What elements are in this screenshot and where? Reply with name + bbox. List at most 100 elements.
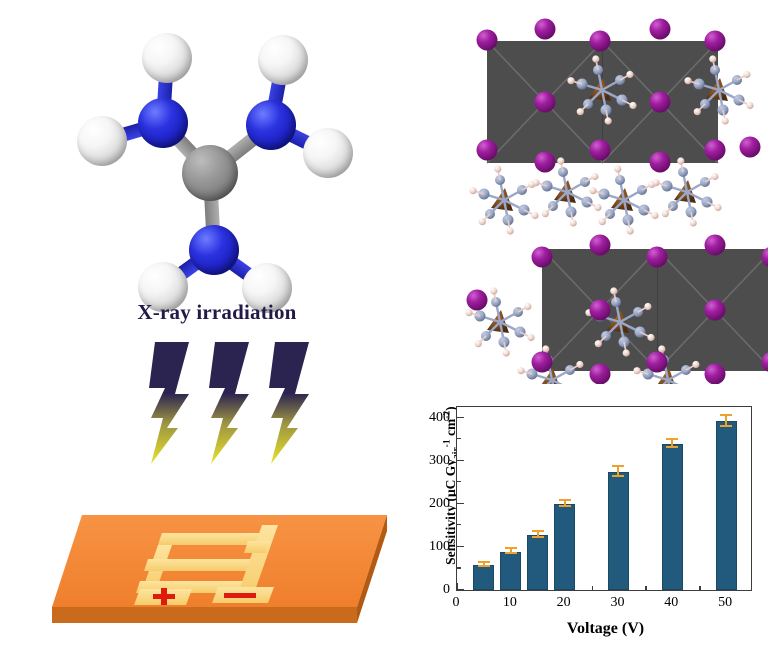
iodide-ion-20 xyxy=(704,299,726,321)
error-cap-30v-high xyxy=(612,464,625,467)
iodide-ion-9 xyxy=(534,151,556,173)
error-bar-40v xyxy=(671,440,674,449)
iodide-ion-26 xyxy=(466,289,488,311)
xray-bolt-3 xyxy=(265,342,313,464)
guanidinium-cation-2 xyxy=(684,55,754,125)
sensitivity-vs-voltage-chart: Sensitivity (μC Gyair-1 cm-2) Voltage (V… xyxy=(418,398,763,646)
guanidinium-cation-3 xyxy=(469,165,539,235)
cation-layer xyxy=(465,55,754,415)
x-tick-label: 10 xyxy=(502,595,517,610)
atom-c-c1 xyxy=(182,145,238,201)
x-minor-tick xyxy=(699,586,701,590)
error-bar-30v xyxy=(617,466,620,478)
iodide-ion-16 xyxy=(646,246,668,268)
bar-40v xyxy=(661,444,683,590)
iodide-ion-21 xyxy=(531,351,553,373)
x-tick-label: 20 xyxy=(556,595,571,610)
iodide-ion-7 xyxy=(649,91,671,113)
guanidinium-cation-4 xyxy=(532,157,602,227)
y-minor-tick xyxy=(457,524,461,526)
y-tick-label: 300 xyxy=(429,452,450,468)
error-cap-50v-high xyxy=(720,414,733,417)
bar-50v xyxy=(715,421,737,590)
iodide-ion-3 xyxy=(589,30,611,52)
chart-plot-area xyxy=(456,406,752,591)
substrate-side-edge xyxy=(357,515,387,623)
y-major-tick xyxy=(457,502,464,504)
iodide-ion-15 xyxy=(589,234,611,256)
chart-x-axis-label: Voltage (V) xyxy=(566,620,645,637)
iodide-ion-14 xyxy=(531,246,553,268)
error-cap-50v-low xyxy=(720,424,733,427)
bar-20v xyxy=(554,503,576,590)
iodide-ion-19 xyxy=(589,299,611,321)
error-bar-5v xyxy=(482,562,485,568)
error-cap-5v-high xyxy=(477,560,490,563)
iodide-ion-23 xyxy=(646,351,668,373)
y-major-tick xyxy=(457,545,464,547)
error-cap-10v-low xyxy=(504,552,517,555)
bar-10v xyxy=(500,551,522,590)
iodide-ion-17 xyxy=(704,234,726,256)
iodide-ion-25 xyxy=(761,351,769,373)
atom-h-h1 xyxy=(142,33,192,83)
x-tick-label: 0 xyxy=(452,595,460,610)
bar-30v xyxy=(607,472,629,590)
xray-bolt-1 xyxy=(145,342,193,464)
atom-h-h6 xyxy=(242,263,292,313)
crystal-structure-svg xyxy=(465,18,769,415)
iodide-ion-10 xyxy=(589,139,611,161)
iodide-ion-2 xyxy=(534,18,556,40)
guanidinium-molecule-diagram xyxy=(55,25,365,313)
guanidinium-cation-6 xyxy=(652,157,722,227)
y-tick-label: 100 xyxy=(429,538,450,554)
y-tick-label: 400 xyxy=(429,409,450,425)
x-minor-tick xyxy=(591,586,593,590)
error-bar-15v xyxy=(536,531,539,538)
device-svg xyxy=(52,515,387,623)
error-cap-20v-high xyxy=(558,498,571,501)
error-cap-20v-low xyxy=(558,504,571,507)
plus-terminal xyxy=(153,588,175,605)
y-major-tick xyxy=(457,459,464,461)
iodide-ion-6 xyxy=(534,91,556,113)
error-bar-20v xyxy=(563,500,566,507)
y-minor-tick xyxy=(457,481,461,483)
xray-beam-bolts xyxy=(145,342,320,467)
x-tick-label: 40 xyxy=(664,595,679,610)
atom-n-n3 xyxy=(189,225,239,275)
error-cap-30v-low xyxy=(612,475,625,478)
y-minor-tick xyxy=(457,438,461,440)
error-cap-5v-low xyxy=(477,565,490,568)
x-minor-tick xyxy=(645,586,647,590)
detector-device-illustration xyxy=(52,495,387,640)
x-major-tick xyxy=(457,583,459,590)
error-bar-50v xyxy=(725,416,728,427)
y-tick-label: 200 xyxy=(429,495,450,511)
error-cap-15v-low xyxy=(531,535,544,538)
y-major-tick xyxy=(457,588,464,590)
iodide-ion-11 xyxy=(649,151,671,173)
y-minor-tick xyxy=(457,567,461,569)
iodide-ion-22 xyxy=(589,363,611,385)
iodide-ion-8 xyxy=(476,139,498,161)
error-cap-40v-high xyxy=(666,438,679,441)
atom-n-n1 xyxy=(138,98,188,148)
x-tick-label: 50 xyxy=(718,595,733,610)
perovskite-crystal-structure xyxy=(432,2,769,415)
minus-terminal xyxy=(224,593,256,598)
guanidinium-cation-5 xyxy=(589,165,659,235)
xray-bolt-2 xyxy=(205,342,253,464)
iodide-ion-13 xyxy=(739,136,761,158)
iodide-ion-1 xyxy=(476,29,498,51)
y-major-tick xyxy=(457,416,464,418)
substrate-front-edge xyxy=(52,607,357,623)
xray-irradiation-label: X-ray irradiation xyxy=(137,300,297,324)
iodide-ion-18 xyxy=(761,246,769,268)
x-tick-label: 30 xyxy=(610,595,625,610)
atom-h-h2 xyxy=(77,116,127,166)
error-cap-40v-low xyxy=(666,446,679,449)
iodide-layer xyxy=(466,18,769,385)
guanidinium-cation-7 xyxy=(465,287,535,357)
bar-5v xyxy=(473,565,495,590)
